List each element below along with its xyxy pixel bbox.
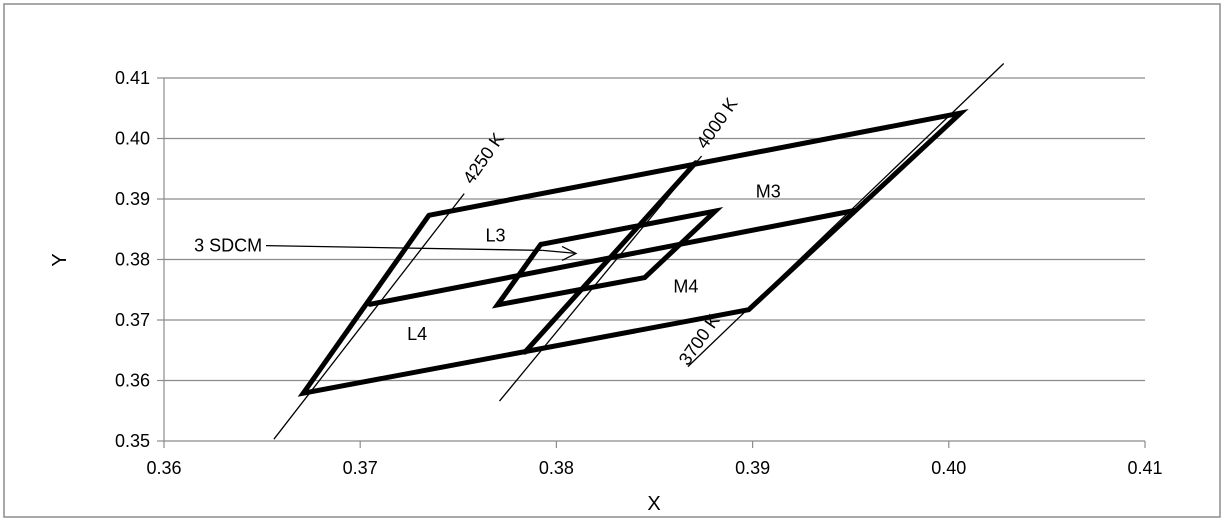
annotation-label: L4: [407, 324, 427, 344]
y-tick-label: 0.38: [115, 250, 150, 270]
arrowhead: [561, 245, 578, 262]
chart-frame: [3, 3, 1221, 518]
bin-boundary-line: [522, 160, 699, 355]
gridlines: [164, 77, 1145, 382]
y-tick-label: 0.40: [115, 129, 150, 149]
x-tick-label: 0.38: [539, 458, 574, 478]
y-axis-label: Y: [49, 253, 71, 266]
annotation-label: 3 SDCM: [194, 236, 262, 256]
tick-labels: 0.35 0.36 0.37 0.38 0.39 0.40 0.41 0.36 0.37 0.38…: [115, 68, 1163, 478]
axes: [157, 77, 1146, 448]
x-tick-label: 0.41: [1127, 458, 1162, 478]
plot-series: [265, 63, 1005, 440]
y-tick-label: 0.39: [115, 189, 150, 209]
x-tick-label: 0.36: [146, 458, 181, 478]
annotation-label: L3: [486, 225, 506, 245]
bin-boundary-line: [491, 207, 724, 309]
y-tick-label: 0.35: [115, 431, 150, 451]
y-tick-label: 0.41: [115, 68, 150, 88]
y-tick-label: 0.36: [115, 371, 150, 391]
annotation-label: M3: [756, 182, 781, 202]
y-tick-label: 0.37: [115, 310, 150, 330]
reference-line: [498, 155, 703, 402]
x-tick-label: 0.40: [931, 458, 966, 478]
reference-line: [687, 63, 1005, 368]
x-tick-label: 0.39: [735, 458, 770, 478]
reference-line: [542, 249, 577, 255]
reference-line: [265, 244, 543, 252]
x-tick-label: 0.37: [343, 458, 378, 478]
x-axis-label: X: [647, 493, 660, 515]
reference-line: [273, 193, 465, 440]
annotation-label: M4: [673, 277, 698, 297]
bin-boundary-line: [297, 108, 969, 397]
